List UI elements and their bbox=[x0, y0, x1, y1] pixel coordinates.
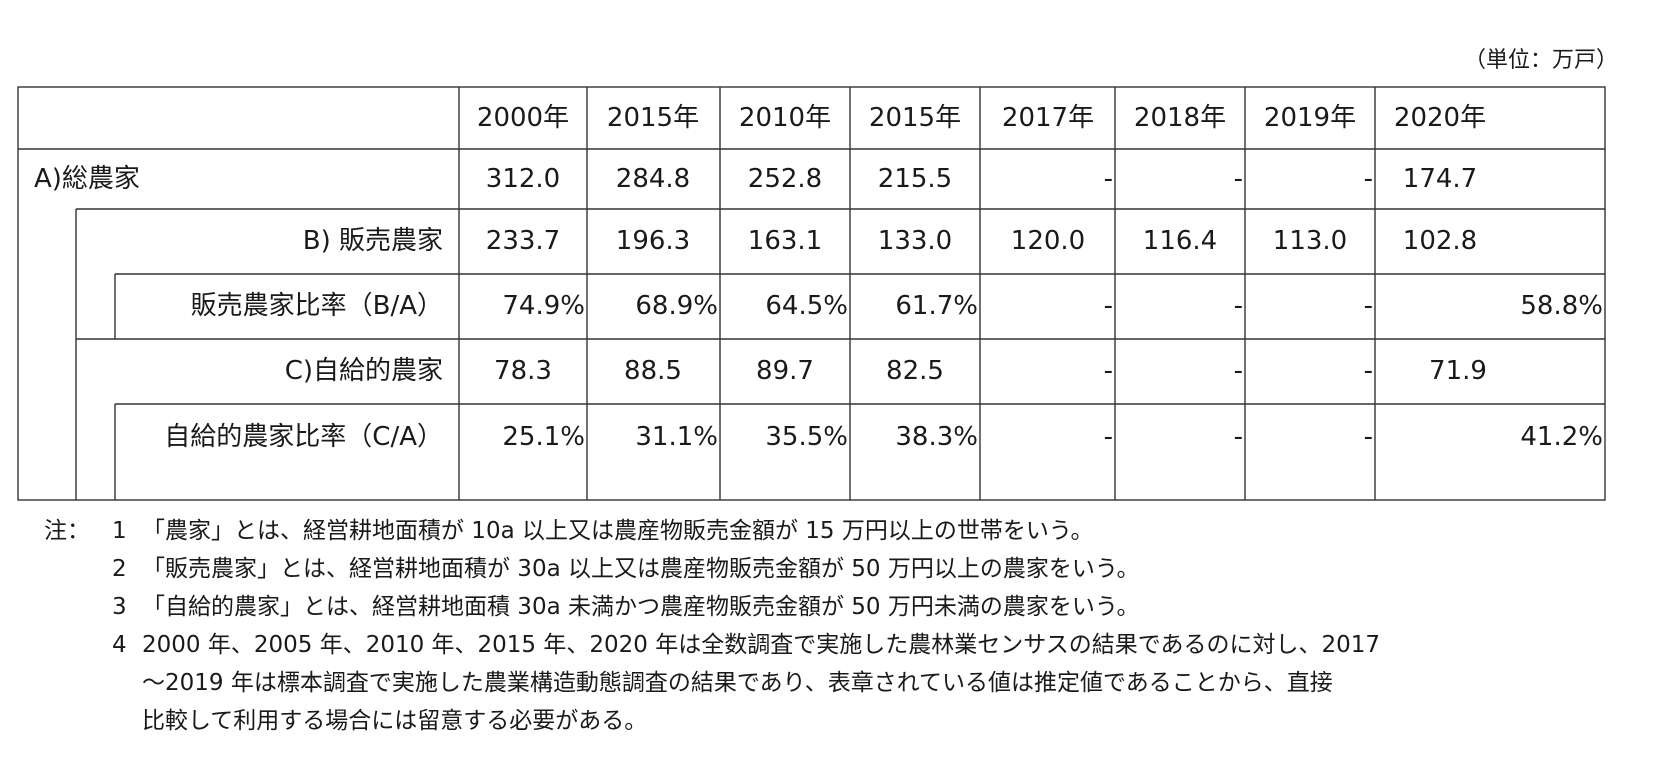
row-label-commercial-ratio: 販売農家比率（B/A） bbox=[190, 291, 443, 321]
note-text: 比較して利用する場合には留意する必要がある。 bbox=[142, 708, 648, 734]
table-cell: - bbox=[1233, 356, 1243, 386]
table-cell: - bbox=[1363, 422, 1373, 452]
header-year-3: 2010年 bbox=[738, 103, 832, 133]
notes-prefix: 注： bbox=[44, 518, 90, 544]
header-year-7: 2019年 bbox=[1263, 103, 1357, 133]
row-label-self-sufficient-ratio: 自給的農家比率（C/A） bbox=[164, 422, 443, 452]
header-year-8: 2020年 bbox=[1393, 103, 1487, 133]
table-cell: - bbox=[1103, 291, 1113, 321]
table-cell: 120.0 bbox=[1010, 226, 1086, 256]
table-cell: 284.8 bbox=[615, 164, 691, 194]
table-cell: 174.7 bbox=[1402, 164, 1478, 194]
note-line: 2 「販売農家」とは、経営耕地面積が 30a 以上又は農産物販売金額が 50 万… bbox=[18, 550, 1658, 588]
note-line: ～2019 年は標本調査で実施した農業構造動態調査の結果であり、表章されている値… bbox=[18, 664, 1658, 702]
table-cell: 71.9 bbox=[1429, 356, 1487, 386]
note-text: 「販売農家」とは、経営耕地面積が 30a 以上又は農産物販売金額が 50 万円以… bbox=[142, 556, 1140, 582]
table-cell: 38.3% bbox=[895, 422, 978, 452]
table-cell: 35.5% bbox=[765, 422, 848, 452]
table-cell: 64.5% bbox=[765, 291, 848, 321]
table-cell: - bbox=[1233, 164, 1243, 194]
table-cell: 116.4 bbox=[1142, 226, 1218, 256]
note-line: 4 2000 年、2005 年、2010 年、2015 年、2020 年は全数調… bbox=[18, 626, 1658, 664]
row-label-self-sufficient-farms: C)自給的農家 bbox=[284, 356, 443, 386]
table-cell: 102.8 bbox=[1402, 226, 1478, 256]
note-number: 3 bbox=[112, 594, 127, 620]
table-cell: 68.9% bbox=[635, 291, 718, 321]
table-cell: - bbox=[1233, 291, 1243, 321]
note-number: 1 bbox=[112, 518, 127, 544]
header-year-5: 2017年 bbox=[1001, 103, 1095, 133]
table-cell: 196.3 bbox=[615, 226, 691, 256]
unit-label: （単位：万戸） bbox=[1463, 48, 1618, 73]
farm-household-table: 2000年 2015年 2010年 2015年 2017年 2018年 2019… bbox=[17, 86, 1606, 501]
note-text: 「自給的農家」とは、経営耕地面積 30a 未満かつ農産物販売金額が 50 万円未… bbox=[142, 594, 1140, 620]
table-cell: 82.5 bbox=[886, 356, 944, 386]
note-number: 4 bbox=[112, 632, 127, 658]
header-year-6: 2018年 bbox=[1133, 103, 1227, 133]
table-cell: 113.0 bbox=[1272, 226, 1348, 256]
table-cell: 312.0 bbox=[485, 164, 561, 194]
table-cell: - bbox=[1233, 422, 1243, 452]
header-year-2: 2015年 bbox=[606, 103, 700, 133]
header-year-1: 2000年 bbox=[476, 103, 570, 133]
note-line: 3 「自給的農家」とは、経営耕地面積 30a 未満かつ農産物販売金額が 50 万… bbox=[18, 588, 1658, 626]
notes-section: 注： 1 「農家」とは、経営耕地面積が 10a 以上又は農産物販売金額が 15 … bbox=[18, 512, 1658, 740]
row-label-commercial-farms: B) 販売農家 bbox=[302, 226, 443, 256]
note-line: 注： 1 「農家」とは、経営耕地面積が 10a 以上又は農産物販売金額が 15 … bbox=[18, 512, 1658, 550]
table-cell: 31.1% bbox=[635, 422, 718, 452]
table-cell: - bbox=[1103, 164, 1113, 194]
table-cell: - bbox=[1103, 422, 1113, 452]
table-cell: - bbox=[1363, 356, 1373, 386]
table-cell: 78.3 bbox=[494, 356, 552, 386]
table-cell: 215.5 bbox=[877, 164, 953, 194]
table-cell: 41.2% bbox=[1520, 422, 1603, 452]
table-cell: 88.5 bbox=[624, 356, 682, 386]
table-cell: 61.7% bbox=[895, 291, 978, 321]
row-label-total-farms: A)総農家 bbox=[34, 164, 140, 194]
table-cell: 58.8% bbox=[1520, 291, 1603, 321]
header-year-4: 2015年 bbox=[868, 103, 962, 133]
note-text: 「農家」とは、経営耕地面積が 10a 以上又は農産物販売金額が 15 万円以上の… bbox=[142, 518, 1094, 544]
table-cell: 233.7 bbox=[485, 226, 561, 256]
table-cell: 74.9% bbox=[502, 291, 585, 321]
table-cell: 252.8 bbox=[747, 164, 823, 194]
table-cell: 25.1% bbox=[502, 422, 585, 452]
table-cell: 133.0 bbox=[877, 226, 953, 256]
table-cell: 163.1 bbox=[747, 226, 823, 256]
table-cell: 89.7 bbox=[756, 356, 814, 386]
note-number: 2 bbox=[112, 556, 127, 582]
table-cell: - bbox=[1363, 164, 1373, 194]
note-line: 比較して利用する場合には留意する必要がある。 bbox=[18, 702, 1658, 740]
table-cell: - bbox=[1363, 291, 1373, 321]
note-text: ～2019 年は標本調査で実施した農業構造動態調査の結果であり、表章されている値… bbox=[142, 670, 1333, 696]
table-grid-lines bbox=[17, 86, 1606, 501]
note-text: 2000 年、2005 年、2010 年、2015 年、2020 年は全数調査で… bbox=[142, 632, 1381, 658]
table-cell: - bbox=[1103, 356, 1113, 386]
